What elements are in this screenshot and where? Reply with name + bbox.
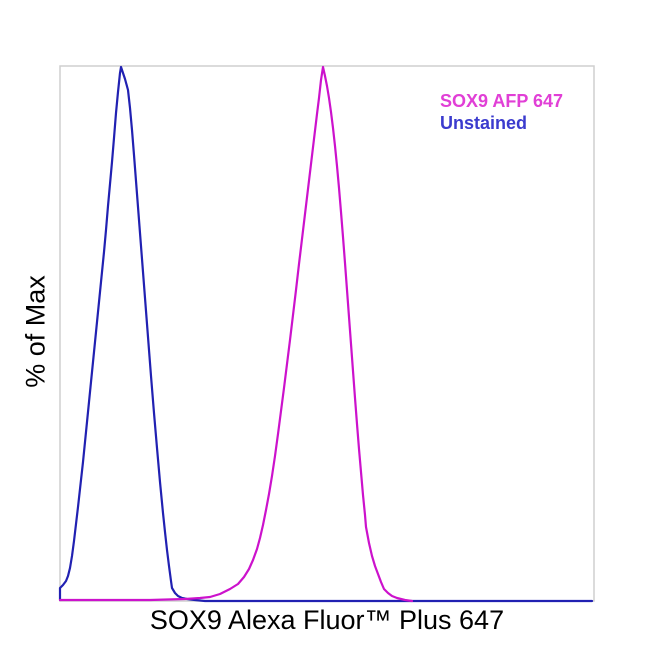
- curve-sox9-afp-647: [58, 65, 414, 603]
- x-axis-label: SOX9 Alexa Fluor™ Plus 647: [149, 605, 505, 635]
- legend: SOX9 AFP 647 Unstained: [440, 90, 563, 134]
- plot-border: [59, 65, 595, 602]
- legend-entry-unstained: Unstained: [440, 113, 528, 133]
- legend-entry-sox9-afp-647: SOX9 AFP 647: [440, 91, 564, 111]
- y-axis-label: % of Max: [20, 275, 51, 388]
- histogram-curves: [58, 65, 594, 603]
- curve-unstained: [58, 65, 594, 603]
